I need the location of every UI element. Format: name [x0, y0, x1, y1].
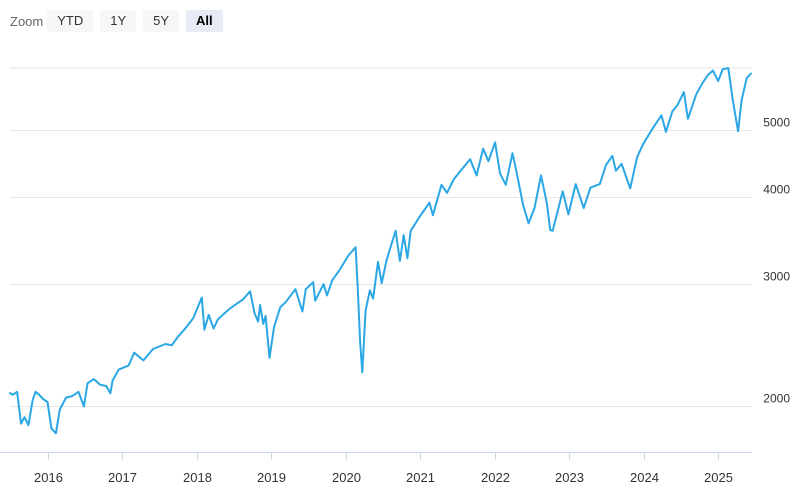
zoom-ytd-button[interactable]: YTD	[47, 10, 94, 32]
x-tick-label-2018: 2018	[183, 470, 212, 485]
x-tick-label-2021: 2021	[406, 470, 435, 485]
x-tick-label-2023: 2023	[555, 470, 584, 485]
series-line-0	[9, 67, 752, 435]
y-tick-label-5000: 5000	[763, 116, 790, 130]
x-tick-label-2020: 2020	[332, 470, 361, 485]
zoom-1y-button[interactable]: 1Y	[100, 10, 137, 32]
zoom-5y-button[interactable]: 5Y	[143, 10, 180, 32]
x-tick-label-2019: 2019	[257, 470, 286, 485]
series-layer	[9, 67, 752, 435]
zoom-label: Zoom	[10, 13, 44, 29]
zoom-all-button[interactable]: All	[186, 10, 223, 32]
y-axis-labels: 2000 3000 4000 5000	[763, 116, 790, 406]
grid-lines	[10, 67, 752, 407]
y-tick-label-3000: 3000	[763, 270, 790, 284]
x-tick-label-2024: 2024	[630, 470, 659, 485]
x-axis: 2016 2017 2018 2019 2020 2021 2022 2023 2024 2025	[0, 452, 752, 485]
zoom-toolbar: Zoom YTD 1Y 5Y All	[10, 10, 230, 32]
x-tick-label-2017: 2017	[108, 470, 137, 485]
x-tick-label-2025: 2025	[704, 470, 733, 485]
x-tick-label-2022: 2022	[481, 470, 510, 485]
y-tick-label-4000: 4000	[763, 183, 790, 197]
x-tick-label-2016: 2016	[34, 470, 63, 485]
y-tick-label-2000: 2000	[763, 392, 790, 406]
